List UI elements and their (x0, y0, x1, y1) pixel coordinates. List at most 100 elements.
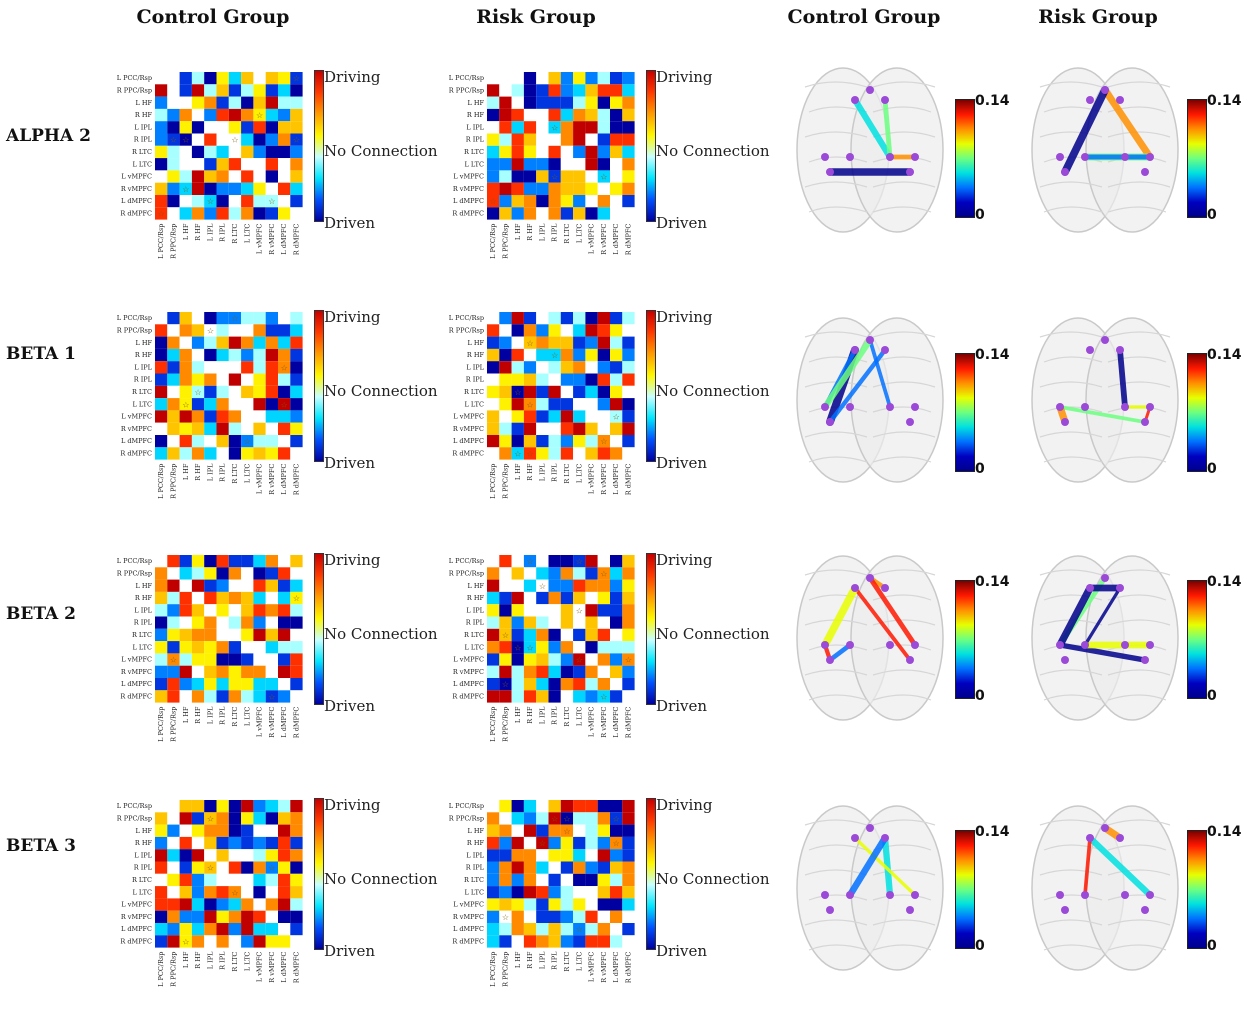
matrix-column-label: R HF (194, 706, 202, 724)
matrix-cell (610, 628, 623, 642)
matrix-cell (560, 133, 574, 146)
matrix-cell (191, 182, 205, 195)
brain-gyrus-line (808, 944, 932, 951)
matrix-cell (622, 385, 635, 399)
matrix-cell (585, 435, 598, 448)
matrix-cell (290, 836, 303, 850)
connectivity-colorbar (646, 310, 656, 462)
matrix-column-label: L dMPFC (612, 707, 620, 738)
matrix-cell (155, 145, 168, 159)
matrix-row-label: R PPC/Rsp (117, 815, 152, 823)
matrix-cell (241, 812, 254, 825)
matrix-cell (278, 336, 291, 349)
matrix-cell (278, 886, 291, 899)
matrix-cell (241, 567, 254, 580)
matrix-cell (216, 849, 229, 862)
colorbar-max-label: 0.14 (975, 347, 1010, 363)
matrix-row-label: R vMPFC (453, 425, 484, 433)
matrix-cell (265, 312, 278, 325)
matrix-cell (523, 653, 537, 666)
matrix-cell (216, 641, 229, 654)
matrix-cell (278, 158, 291, 171)
matrix-cell (499, 373, 512, 386)
matrix-cell (191, 361, 205, 374)
matrix-cell (155, 385, 168, 399)
matrix-cell (216, 616, 229, 629)
matrix-cell (179, 72, 192, 85)
matrix-cell (241, 195, 254, 208)
brain-gyrus-line (1039, 181, 1171, 188)
matrix-row-label: R IPL (466, 619, 485, 627)
brain-gyrus-line (1039, 131, 1171, 138)
brain-node (1056, 153, 1064, 161)
connectivity-edge (827, 642, 853, 663)
connectivity-colorbar (314, 798, 324, 950)
matrix-cell (265, 836, 278, 850)
matrix-cell (204, 385, 217, 399)
matrix-cell (290, 591, 303, 605)
matrix-cell (228, 312, 242, 325)
matrix-cell (253, 158, 266, 171)
matrix-cell (228, 182, 242, 195)
colorbar-max-label: 0.14 (1207, 574, 1242, 590)
matrix-cell (204, 348, 217, 362)
matrix-cell (290, 935, 303, 948)
matrix-cell (167, 435, 180, 448)
matrix-cell (573, 653, 586, 666)
matrix-cell (253, 422, 266, 435)
matrix-cell (204, 886, 217, 899)
brain-node (906, 418, 914, 426)
matrix-column-label: R dMPFC (625, 952, 633, 984)
matrix-cell (622, 910, 635, 923)
weight-colorbar (955, 580, 975, 699)
matrix-row-label: L dMPFC (453, 437, 484, 445)
matrix-cell (548, 678, 561, 691)
matrix-cell (155, 121, 168, 134)
brain-node (1086, 96, 1094, 104)
matrix-cell (499, 849, 512, 862)
matrix-cell (253, 641, 266, 654)
matrix-cell (573, 385, 586, 399)
matrix-cell (265, 886, 278, 899)
matrix-cell (511, 170, 524, 183)
matrix-cell (290, 567, 303, 580)
matrix-row-label: L HF (135, 99, 152, 107)
significance-star-icon: ☆ (600, 693, 607, 702)
matrix-row-label: R dMPFC (452, 693, 484, 701)
matrix-cell (155, 373, 168, 386)
brain-gyrus-line (1039, 81, 1171, 88)
matrix-cell (610, 910, 623, 923)
matrix-cell (511, 579, 524, 592)
matrix-cell (155, 422, 168, 435)
matrix-cell (585, 923, 598, 936)
matrix-cell (241, 312, 254, 325)
matrix-cell (610, 812, 623, 825)
matrix-cell (511, 72, 524, 85)
header-control-brain: Control Group (787, 6, 941, 28)
brain-gyrus-line (1043, 694, 1167, 701)
matrix-cell (536, 836, 549, 850)
matrix-cell (253, 72, 266, 85)
matrix-cell (278, 567, 291, 580)
brain-node (1056, 641, 1064, 649)
matrix-cell (523, 121, 537, 134)
matrix-cell (573, 145, 586, 159)
matrix-cell (622, 898, 635, 911)
matrix-column-label: R PPC/Rsp (501, 707, 509, 742)
matrix-cell (241, 653, 254, 666)
matrix-cell (548, 336, 561, 349)
matrix-column-label: R PPC/Rsp (501, 952, 509, 987)
matrix-cell (511, 182, 524, 195)
brain-node (1121, 153, 1129, 161)
significance-star-icon: ☆ (551, 123, 558, 132)
matrix-cell (573, 678, 586, 691)
matrix-cell (228, 616, 242, 629)
matrix-cell (511, 108, 524, 122)
matrix-cell (216, 410, 229, 423)
matrix-cell (278, 616, 291, 629)
brain-node (866, 86, 874, 94)
matrix-cell (548, 435, 561, 448)
matrix-cell (204, 641, 217, 654)
